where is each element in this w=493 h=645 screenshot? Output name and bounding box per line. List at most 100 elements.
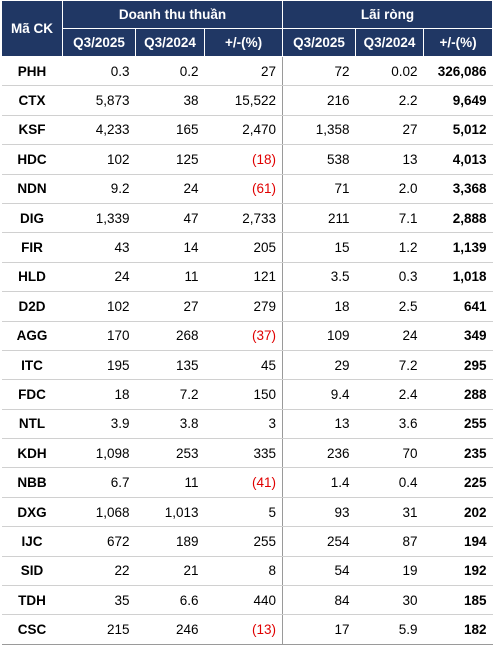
cell-revenue-q3-2025: 215 (62, 614, 136, 645)
table-row: DXG 1,068 1,013 5 93 31 202 (1, 497, 493, 528)
cell-revenue-q3-2024: 47 (135, 203, 205, 234)
cell-revenue-change: 45 (204, 350, 283, 381)
cell-revenue-q3-2025: 170 (62, 321, 136, 351)
cell-revenue-q3-2025: 22 (62, 556, 136, 587)
cell-net-income-q3-2024: 19 (355, 556, 424, 587)
cell-net-income-q3-2025: 9.4 (282, 379, 356, 410)
cell-revenue-q3-2024: 246 (135, 614, 205, 645)
table-row: ITC 195 135 45 29 7.2 295 (1, 350, 493, 381)
cell-revenue-q3-2024: 11 (135, 467, 205, 498)
cell-net-income-q3-2024: 2.5 (355, 291, 424, 322)
cell-net-income-change: 326,086 (423, 56, 493, 87)
cell-code: IJC (1, 526, 63, 557)
header-revenue-q3-2024: Q3/2024 (135, 28, 205, 57)
table-body: PHH 0.3 0.2 27 72 0.02 326,086 CTX 5,873 38 15,522… (1, 56, 493, 645)
table-row: FDC 18 7.2 150 9.4 2.4 288 (1, 379, 493, 410)
cell-code: SID (1, 556, 63, 587)
cell-revenue-q3-2025: 9.2 (62, 174, 136, 204)
cell-net-income-change: 4,013 (423, 144, 493, 175)
cell-revenue-q3-2024: 11 (135, 262, 205, 293)
cell-revenue-change: (18) (204, 144, 283, 175)
cell-net-income-q3-2024: 30 (355, 585, 424, 616)
cell-net-income-q3-2025: 236 (282, 438, 356, 469)
cell-net-income-change: 5,012 (423, 115, 493, 146)
cell-revenue-change: 2,470 (204, 115, 283, 146)
cell-net-income-q3-2025: 17 (282, 614, 356, 645)
cell-revenue-q3-2024: 165 (135, 115, 205, 146)
cell-code: PHH (1, 56, 63, 87)
cell-code: CSC (1, 614, 63, 645)
cell-revenue-change: 27 (204, 56, 283, 87)
table-row: PHH 0.3 0.2 27 72 0.02 326,086 (1, 56, 493, 87)
cell-net-income-q3-2024: 2.2 (355, 85, 424, 116)
cell-revenue-q3-2025: 5,873 (62, 85, 136, 116)
cell-net-income-q3-2025: 18 (282, 291, 356, 322)
cell-net-income-change: 185 (423, 585, 493, 616)
header-net-income-change: +/-(%) (422, 28, 493, 57)
cell-revenue-q3-2024: 7.2 (135, 379, 205, 410)
cell-net-income-change: 202 (423, 497, 493, 528)
cell-revenue-q3-2025: 1,339 (62, 203, 136, 234)
table-row: NDN 9.2 24 (61) 71 2.0 3,368 (1, 174, 493, 204)
cell-revenue-change: (41) (204, 467, 283, 498)
table-row: KSF 4,233 165 2,470 1,358 27 5,012 (1, 115, 493, 146)
cell-code: NTL (1, 409, 63, 440)
table-row: NBB 6.7 11 (41) 1.4 0.4 225 (1, 467, 493, 498)
cell-net-income-change: 194 (423, 526, 493, 557)
header-revenue-group: Doanh thu thuần (62, 0, 283, 29)
cell-revenue-q3-2024: 27 (135, 291, 205, 322)
cell-revenue-change: 150 (204, 379, 283, 410)
cell-revenue-q3-2024: 135 (135, 350, 205, 381)
table-row: FIR 43 14 205 15 1.2 1,139 (1, 232, 493, 263)
cell-revenue-q3-2024: 21 (135, 556, 205, 587)
cell-code: CTX (1, 85, 63, 116)
cell-revenue-change: 2,733 (204, 203, 283, 234)
cell-revenue-q3-2024: 24 (135, 174, 205, 204)
header-revenue-q3-2025: Q3/2025 (62, 28, 136, 57)
cell-net-income-change: 288 (423, 379, 493, 410)
cell-code: D2D (1, 291, 63, 322)
cell-net-income-q3-2025: 109 (282, 321, 356, 351)
cell-revenue-q3-2025: 0.3 (62, 56, 136, 87)
cell-revenue-change: 5 (204, 497, 283, 528)
cell-net-income-change: 2,888 (423, 203, 493, 234)
header-net-income-q3-2025: Q3/2025 (282, 28, 356, 57)
cell-net-income-change: 192 (423, 556, 493, 587)
cell-revenue-change: 279 (204, 291, 283, 322)
cell-net-income-change: 225 (423, 467, 493, 498)
cell-net-income-change: 255 (423, 409, 493, 440)
cell-revenue-q3-2025: 43 (62, 232, 136, 263)
cell-net-income-q3-2024: 2.0 (355, 174, 424, 204)
cell-net-income-q3-2025: 254 (282, 526, 356, 557)
cell-net-income-change: 349 (423, 321, 493, 351)
cell-net-income-q3-2025: 15 (282, 232, 356, 263)
table-header: Mã CK Doanh thu thuần Lãi ròng Q3/2025 Q… (1, 0, 493, 57)
header-code: Mã CK (1, 0, 63, 57)
cell-net-income-q3-2025: 29 (282, 350, 356, 381)
cell-net-income-change: 3,368 (423, 174, 493, 204)
cell-revenue-q3-2025: 102 (62, 144, 136, 175)
table-row: HDC 102 125 (18) 538 13 4,013 (1, 144, 493, 175)
header-revenue-change: +/-(%) (204, 28, 283, 57)
cell-revenue-change: 440 (204, 585, 283, 616)
table-row: D2D 102 27 279 18 2.5 641 (1, 291, 493, 322)
cell-net-income-q3-2025: 538 (282, 144, 356, 175)
cell-net-income-q3-2024: 70 (355, 438, 424, 469)
cell-net-income-q3-2024: 87 (355, 526, 424, 557)
table-row: KDH 1,098 253 335 236 70 235 (1, 438, 493, 469)
cell-net-income-q3-2024: 0.3 (355, 262, 424, 293)
table-row: IJC 672 189 255 254 87 194 (1, 526, 493, 557)
cell-revenue-q3-2025: 3.9 (62, 409, 136, 440)
cell-code: AGG (1, 321, 63, 351)
cell-revenue-q3-2025: 24 (62, 262, 136, 293)
table-row: AGG 170 268 (37) 109 24 349 (1, 321, 493, 351)
cell-code: DXG (1, 497, 63, 528)
cell-net-income-q3-2024: 0.02 (355, 56, 424, 87)
cell-net-income-q3-2024: 13 (355, 144, 424, 175)
cell-revenue-change: 8 (204, 556, 283, 587)
cell-net-income-change: 1,018 (423, 262, 493, 293)
cell-net-income-change: 182 (423, 614, 493, 645)
table-row: CSC 215 246 (13) 17 5.9 182 (1, 614, 493, 645)
cell-revenue-q3-2024: 38 (135, 85, 205, 116)
